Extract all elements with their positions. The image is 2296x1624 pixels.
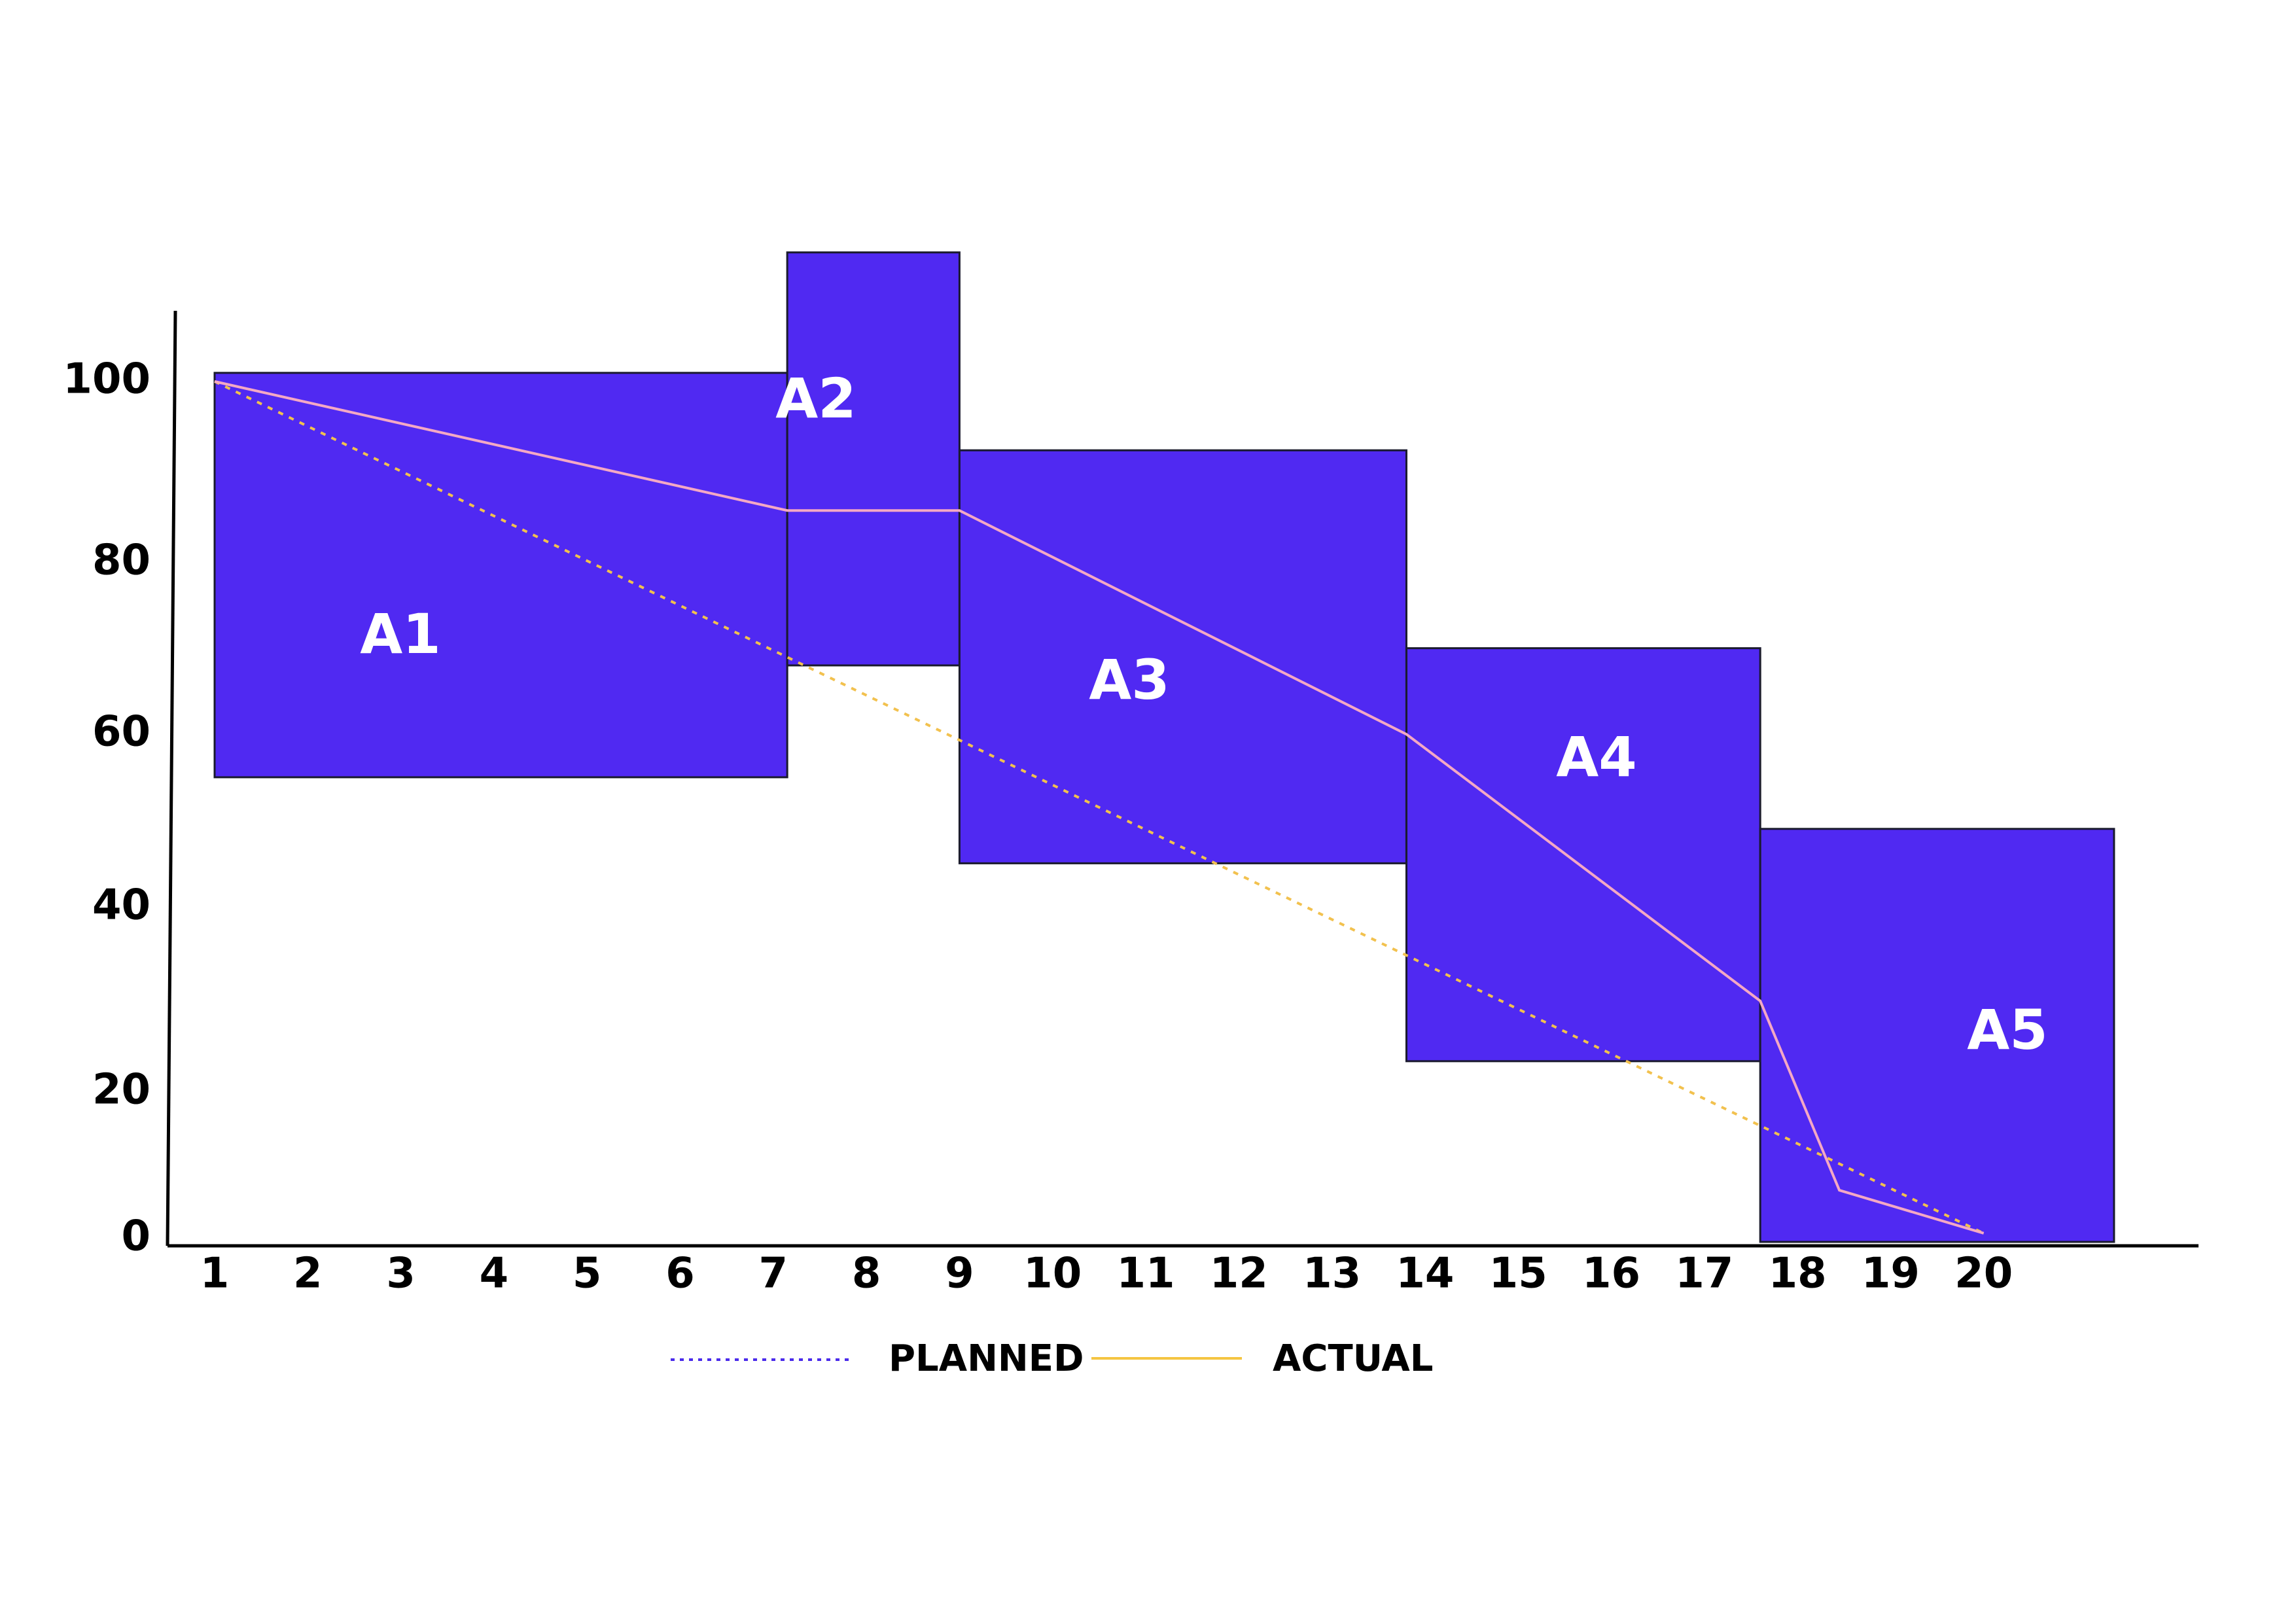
x-tick-label: 10 xyxy=(1023,1250,1082,1298)
series-line-planned xyxy=(214,380,1985,1235)
block-label-a1: A1 xyxy=(360,602,440,666)
x-tick-label: 20 xyxy=(1954,1250,2013,1298)
lines-layer xyxy=(214,380,1985,1235)
block-label-a2: A2 xyxy=(775,366,856,431)
x-tick-label: 19 xyxy=(1862,1250,1920,1298)
block-label-a4: A4 xyxy=(1556,725,1636,789)
block-a1 xyxy=(213,372,788,779)
x-tick-label: 9 xyxy=(945,1250,974,1298)
y-tick-label: 80 xyxy=(92,537,150,585)
y-tick-label: 60 xyxy=(92,708,150,756)
y-tick-label: 100 xyxy=(63,355,150,404)
block-a4 xyxy=(1405,647,1761,1063)
ticks-layer: 1 2 3 4 5 6 7 8 9 10 11 12 13 14 15 16 17 18 19 20020406080… xyxy=(63,355,2013,1298)
x-tick-label: 18 xyxy=(1769,1250,1827,1298)
y-tick-label: 20 xyxy=(92,1066,150,1114)
x-tick-label: 2 xyxy=(293,1250,323,1298)
block-a2 xyxy=(786,251,961,667)
x-tick-label: 16 xyxy=(1582,1250,1640,1298)
x-tick-label: 12 xyxy=(1210,1250,1268,1298)
x-tick-label: 1 xyxy=(200,1250,230,1298)
x-tick-label: 13 xyxy=(1303,1250,1361,1298)
block-label-a3: A3 xyxy=(1089,648,1169,712)
y-tick-label: 0 xyxy=(121,1212,150,1261)
x-tick-label: 14 xyxy=(1396,1250,1454,1298)
legend: PLANNED ACTUAL xyxy=(671,1337,1433,1380)
block-label-a5: A5 xyxy=(1967,998,2047,1062)
axes-layer xyxy=(166,310,2199,1248)
x-tick-label: 17 xyxy=(1675,1250,1733,1298)
x-tick-label: 5 xyxy=(573,1250,602,1298)
y-tick-label: 40 xyxy=(92,881,150,930)
x-tick-label: 6 xyxy=(665,1250,695,1298)
series-line-actual xyxy=(214,380,1985,1235)
x-tick-label: 4 xyxy=(480,1250,509,1298)
x-tick-label: 7 xyxy=(759,1250,788,1298)
legend-label-planned: PLANNED xyxy=(889,1337,1084,1380)
x-tick-label: 11 xyxy=(1116,1250,1174,1298)
legend-label-actual: ACTUAL xyxy=(1273,1337,1433,1380)
block-a5 xyxy=(1759,828,2115,1243)
x-tick-label: 8 xyxy=(852,1250,881,1298)
blocks-layer: A1 A2 A3 A4 A5 xyxy=(213,251,2115,1243)
y-axis-line xyxy=(166,310,177,1246)
x-tick-label: 3 xyxy=(386,1250,415,1298)
x-tick-label: 15 xyxy=(1489,1250,1547,1298)
block-a3 xyxy=(958,449,1407,864)
